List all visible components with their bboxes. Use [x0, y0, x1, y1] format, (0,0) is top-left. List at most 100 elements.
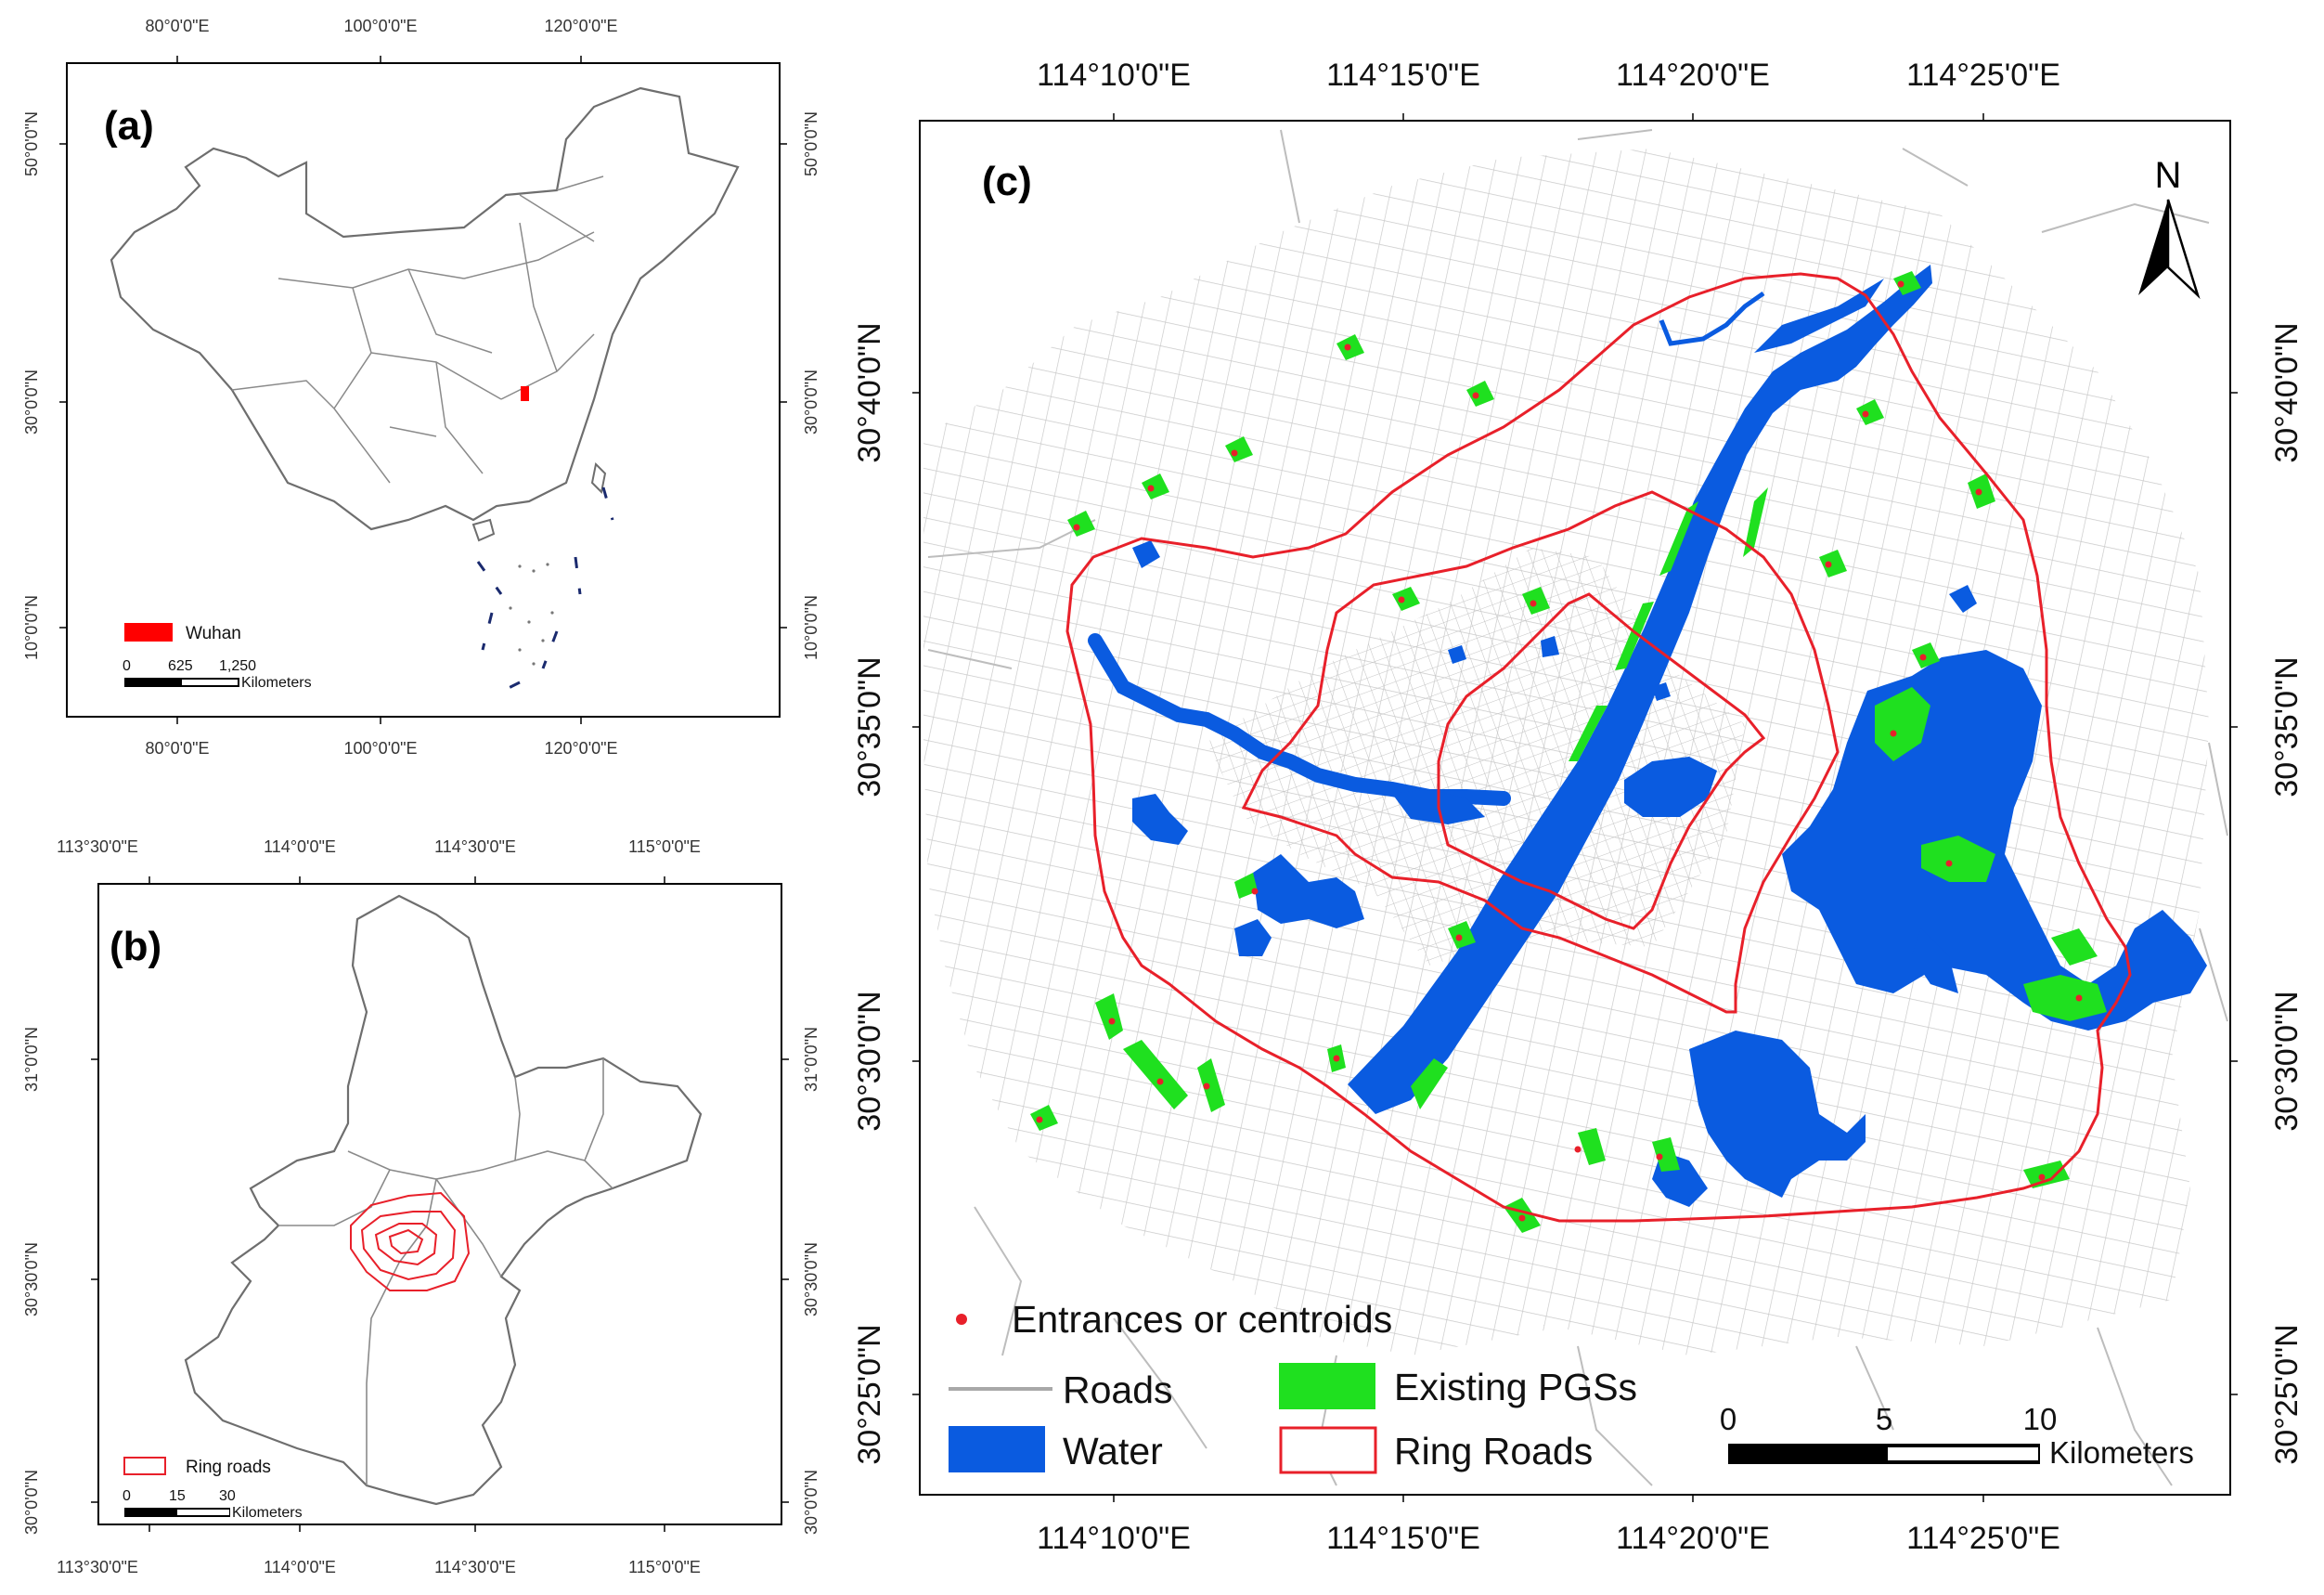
panel-b-tick-left-0: 31°0'0"N: [22, 1027, 41, 1092]
panel-b-tick-right-2: 30°0'0"N: [802, 1470, 820, 1535]
scalebar-a-tick-2: 1,250: [219, 658, 256, 674]
west-lake-3: [1234, 919, 1272, 956]
south-lake: [1689, 1031, 1866, 1198]
scalebar-b-unit: Kilometers: [232, 1505, 303, 1521]
panel-c-tick-top-3: 114°25'0"E: [1906, 58, 2060, 93]
panel-b-tick-right-0: 31°0'0"N: [802, 1027, 820, 1092]
panel-a-tick-left-2: 10°0'0"N: [22, 595, 41, 660]
wuhan-legend-swatch: [124, 623, 173, 642]
panel-b-tick-left-1: 30°30'0"N: [22, 1242, 41, 1316]
road-network-core: [1207, 548, 1745, 966]
pgs-legend-swatch: [1279, 1363, 1375, 1409]
wuhan-district-outline: [184, 894, 703, 1506]
panel-c-tick-bottom-3: 114°25'0"E: [1906, 1521, 2060, 1556]
scalebar-c-tick-1: 5: [1876, 1402, 1892, 1436]
panel-b-tick-top-2: 114°30'0"E: [434, 837, 516, 856]
panel-b-tick-bottom-3: 115°0'0"E: [628, 1558, 701, 1576]
ring-roads-legend-label: Ring roads: [186, 1458, 271, 1477]
north-lake: [1132, 540, 1160, 568]
panel-a-tick-top-0: 80°0'0"E: [145, 17, 209, 35]
panel-c-tick-right-0: 30°40'0"N: [2269, 322, 2305, 462]
northeast-pond: [1949, 585, 1977, 613]
yangtze-river: [1348, 265, 1932, 1114]
panel-c-tick-right-2: 30°30'0"N: [2269, 991, 2305, 1131]
panel-a-tick-bottom-0: 80°0'0"E: [145, 739, 209, 758]
panel-a-tick-right-0: 50°0'0"N: [802, 111, 820, 176]
panel-c-tick-left-3: 30°25'0"N: [852, 1324, 887, 1464]
panel-a-tick-top-2: 120°0'0"E: [544, 17, 617, 35]
panel-b-tick-top-1: 114°0'0"E: [264, 837, 336, 856]
scalebar-b-tick-2: 30: [219, 1488, 236, 1504]
entrance-legend-label: Entrances or centroids: [1012, 1298, 1392, 1341]
north-arrow-label: N: [2155, 155, 2182, 196]
taiwan-island: [590, 461, 607, 495]
panel-c-legend: Entrances or centroids Roads Existing PG…: [949, 1298, 1637, 1474]
south-sea-islands: [509, 563, 554, 666]
water-legend-label: Water: [1063, 1430, 1163, 1472]
panel-b-tick-right-1: 30°30'0"N: [802, 1242, 820, 1316]
panel-b-tick-bottom-0: 113°30'0"E: [57, 1558, 138, 1576]
panel-c-tick-left-0: 30°40'0"N: [852, 322, 887, 462]
panel-c-tick-top-2: 114°20'0"E: [1616, 58, 1770, 93]
hainan-island: [471, 518, 496, 542]
ring-roads-legend-swatch-c: [1279, 1426, 1377, 1474]
panel-a-label: (a): [104, 103, 154, 149]
panel-b-tick-left-2: 30°0'0"N: [22, 1470, 41, 1535]
scalebar-c-tick-2: 10: [2023, 1402, 2058, 1436]
river-upper-fork: [1754, 279, 1884, 353]
north-arrow-icon-outline: [2166, 199, 2201, 300]
panel-c-tick-top-0: 114°10'0"E: [1037, 58, 1191, 93]
first-ring-road: [1437, 592, 1766, 930]
pgs-legend-label: Existing PGSs: [1394, 1366, 1637, 1408]
panel-a-scalebar: 0 625 1,250 Kilometers: [123, 658, 312, 691]
entrance-legend-symbol: [956, 1314, 967, 1325]
panel-c-tick-left-2: 30°30'0"N: [852, 991, 887, 1131]
wuhan-legend-label: Wuhan: [186, 624, 241, 643]
sha-lake: [1624, 757, 1717, 817]
panel-a-tick-left-1: 30°0'0"N: [22, 370, 41, 434]
west-lake-2: [1132, 794, 1188, 845]
panel-c-label: (c): [982, 159, 1032, 204]
panel-a: Wuhan 0 625 1,250 Kilometers (a) 80°0'0"…: [22, 17, 820, 758]
panel-b-tick-bottom-2: 114°30'0"E: [434, 1558, 516, 1576]
ring-roads-small: [350, 1191, 471, 1291]
panel-b-label: (b): [110, 924, 161, 969]
panel-a-tick-bottom-1: 100°0'0"E: [343, 739, 417, 758]
scalebar-a-tick-1: 625: [168, 658, 193, 674]
panel-b-tick-top-0: 113°30'0"E: [57, 837, 138, 856]
panel-c-tick-left-1: 30°35'0"N: [852, 656, 887, 797]
west-lake-1: [1253, 854, 1364, 928]
scalebar-a-unit: Kilometers: [241, 675, 312, 691]
scalebar-a-tick-0: 0: [123, 658, 131, 674]
water-legend-swatch: [949, 1426, 1045, 1472]
panel-a-tick-left-0: 50°0'0"N: [22, 111, 41, 176]
panel-a-tick-top-1: 100°0'0"E: [343, 17, 417, 35]
scalebar-c-tick-0: 0: [1720, 1402, 1737, 1436]
northern-canal: [1659, 291, 1765, 346]
panel-a-tick-right-1: 30°0'0"N: [802, 370, 820, 434]
north-arrow: N: [2138, 155, 2201, 300]
panel-c-scalebar: 0 5 10 Kilometers: [1720, 1402, 2194, 1470]
panel-b-tick-bottom-1: 114°0'0"E: [264, 1558, 336, 1576]
panel-c-tick-bottom-2: 114°20'0"E: [1616, 1521, 1770, 1556]
panel-a-frame-ticks: [59, 56, 787, 724]
panel-c: (c) N 114°10'0"E 114°15'0"E 114°20'0"E 1…: [852, 58, 2305, 1556]
district-internal-boundaries: [278, 1058, 613, 1485]
province-boundaries: [231, 175, 604, 484]
panel-c-tick-right-1: 30°35'0"N: [2269, 656, 2305, 797]
third-ring-road: [1065, 272, 2132, 1223]
roads-legend-label: Roads: [1063, 1368, 1173, 1411]
panel-a-tick-bottom-2: 120°0'0"E: [544, 739, 617, 758]
panel-a-tick-right-2: 10°0'0"N: [802, 595, 820, 660]
ring-roads-legend-swatch: [123, 1457, 166, 1475]
scalebar-b-tick-0: 0: [123, 1488, 131, 1504]
panel-c-tick-bottom-1: 114°15'0"E: [1326, 1521, 1480, 1556]
ring-roads-legend-label-c: Ring Roads: [1394, 1430, 1593, 1472]
panel-b-frame-ticks: [91, 876, 789, 1532]
panel-b: Ring roads 0 15 30 Kilometers (b) 113°30…: [22, 837, 820, 1576]
panel-c-frame-ticks: [912, 113, 2238, 1502]
wuhan-location: [521, 386, 529, 401]
panel-c-tick-top-1: 114°15'0"E: [1326, 58, 1480, 93]
panel-c-tick-bottom-0: 114°10'0"E: [1037, 1521, 1191, 1556]
